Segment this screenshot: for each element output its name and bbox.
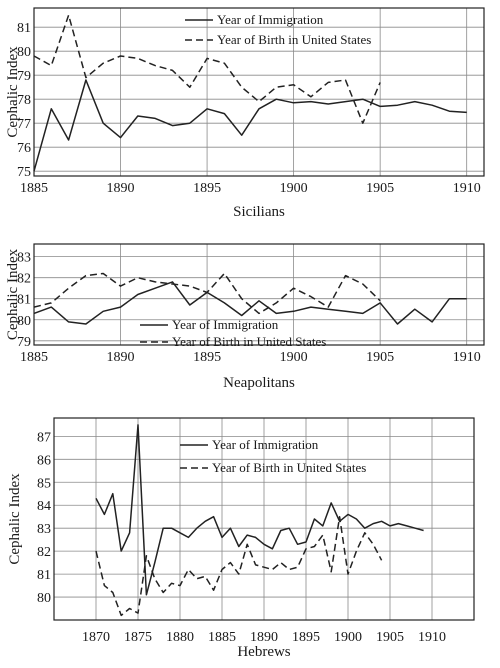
x-tick-label: 1880 <box>166 630 194 645</box>
y-tick-label: 87 <box>37 430 51 445</box>
plot-frame <box>33 243 485 346</box>
y-tick-label: 80 <box>17 314 31 329</box>
plot-frame <box>53 417 475 621</box>
x-tick-label: 1910 <box>453 181 481 196</box>
x-tick-label: 1900 <box>280 181 308 196</box>
grid <box>54 418 474 620</box>
legend-label: Year of Birth in United States <box>172 334 326 349</box>
y-tick-label: 83 <box>17 251 31 266</box>
series-line-birth-us <box>33 14 381 124</box>
y-tick-label: 86 <box>37 453 51 468</box>
y-tick-label: 82 <box>17 272 31 287</box>
y-axis-label: Cephalic Index <box>7 473 23 565</box>
x-tick-label: 1885 <box>20 181 48 196</box>
legend: Year of Immigration Year of Birth in Unit… <box>180 437 366 475</box>
x-tick-label: 1905 <box>366 350 394 365</box>
x-tick-label: 1895 <box>193 181 221 196</box>
x-tick-label: 1910 <box>418 630 446 645</box>
series-line-birth-us <box>33 272 381 315</box>
x-tick-label: 1890 <box>107 350 135 365</box>
x-tick-label: 1890 <box>250 630 278 645</box>
legend: Year of Immigration Year of Birth in Unit… <box>185 12 371 47</box>
x-tick-label: 1905 <box>376 630 404 645</box>
y-tick-label: 81 <box>17 21 31 36</box>
series-line-birth-us <box>95 515 383 617</box>
y-tick-label: 80 <box>37 591 51 606</box>
chart-panel-2: 79 80 81 82 83 1885 1890 1895 1900 1905 1910 Cephal… <box>5 243 485 391</box>
y-tick-label: 78 <box>17 93 31 108</box>
x-tick-label: 1890 <box>107 181 135 196</box>
y-tick-label: 79 <box>17 69 31 84</box>
x-tick-label: 1885 <box>208 630 236 645</box>
y-tick-label: 81 <box>17 293 31 308</box>
y-tick-label: 82 <box>37 545 51 560</box>
y-tick-label: 81 <box>37 568 51 583</box>
y-tick-label: 79 <box>17 335 31 350</box>
x-tick-label: 1885 <box>20 350 48 365</box>
x-tick-label: 1905 <box>366 181 394 196</box>
series-line-immigration <box>33 79 467 172</box>
series-line-immigration <box>95 424 424 596</box>
chart-panel-3: 80 81 82 83 84 85 86 87 1870 1875 1880 1885 1890 1895… <box>7 417 475 660</box>
legend-label: Year of Birth in United States <box>217 32 371 47</box>
legend: Year of Immigration Year of Birth in Unit… <box>140 317 326 349</box>
x-tick-label: 1895 <box>292 630 320 645</box>
y-axis-label: Cephalic Index <box>5 46 21 138</box>
chart-title: Sicilians <box>233 204 285 220</box>
x-tick-label: 1900 <box>334 630 362 645</box>
chart-title: Hebrews <box>237 644 290 660</box>
plot-frame <box>33 7 485 177</box>
x-tick-label: 1910 <box>453 350 481 365</box>
series-line-immigration <box>33 281 467 325</box>
y-axis-label: Cephalic Index <box>5 248 21 340</box>
x-tick-label: 1870 <box>82 630 110 645</box>
y-tick-label: 85 <box>37 476 51 491</box>
y-tick-label: 83 <box>37 522 51 537</box>
y-tick-label: 80 <box>17 45 31 60</box>
grid <box>33 8 484 176</box>
y-tick-label: 77 <box>17 117 31 132</box>
legend-label: Year of Birth in United States <box>212 460 366 475</box>
x-tick-label: 1900 <box>280 350 308 365</box>
x-tick-label: 1895 <box>193 350 221 365</box>
y-tick-label: 75 <box>17 165 31 180</box>
y-tick-label: 84 <box>37 499 51 514</box>
y-tick-label: 76 <box>17 141 31 156</box>
chart-title: Neapolitans <box>223 375 295 391</box>
chart-panel-1: 75 76 77 78 79 80 81 1885 1890 1895 1900 1905 1910 Ce… <box>5 7 485 220</box>
legend-label: Year of Immigration <box>212 437 319 452</box>
legend-label: Year of Immigration <box>172 317 279 332</box>
legend-label: Year of Immigration <box>217 12 324 27</box>
x-tick-label: 1875 <box>124 630 152 645</box>
